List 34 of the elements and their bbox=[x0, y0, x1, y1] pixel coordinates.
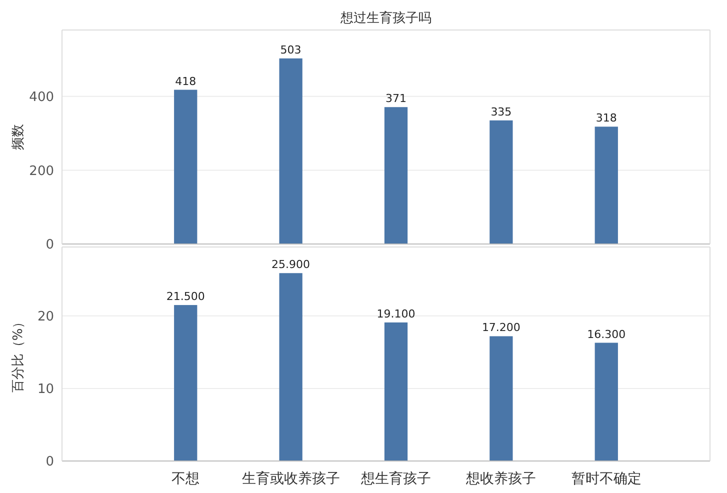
bar bbox=[384, 322, 408, 461]
y-tick-label: 10 bbox=[37, 382, 54, 398]
data-label: 17.200 bbox=[482, 321, 520, 334]
y-tick-label: 200 bbox=[29, 164, 54, 179]
x-tick-label: 生育或收养孩子 bbox=[242, 470, 340, 487]
x-tick-label: 想收养孩子 bbox=[465, 471, 536, 487]
y-tick-label: 0 bbox=[46, 454, 54, 470]
bar bbox=[384, 107, 408, 244]
bar bbox=[490, 336, 513, 461]
data-label: 16.300 bbox=[587, 328, 626, 341]
y-axis-title: 百分比（%） bbox=[11, 315, 26, 393]
data-label: 371 bbox=[386, 92, 406, 106]
y-axis-title: 频数 bbox=[11, 124, 26, 150]
x-tick-label: 暂时不确定 bbox=[571, 471, 642, 487]
bar bbox=[594, 126, 618, 244]
data-label: 335 bbox=[490, 105, 512, 118]
bar bbox=[490, 120, 513, 244]
y-tick-label: 0 bbox=[46, 238, 54, 253]
bar bbox=[594, 342, 618, 461]
chart-title: 想过生育孩子吗 bbox=[340, 10, 432, 26]
x-tick-label: 想生育孩子 bbox=[360, 470, 431, 487]
data-label: 21.500 bbox=[166, 290, 205, 304]
data-label: 503 bbox=[280, 43, 302, 56]
data-label: 418 bbox=[175, 74, 196, 88]
data-label: 25.900 bbox=[272, 258, 310, 272]
bar bbox=[174, 305, 198, 461]
y-tick-label: 20 bbox=[37, 309, 54, 324]
bar bbox=[279, 273, 302, 461]
y-tick-label: 400 bbox=[29, 90, 54, 105]
data-label: 19.100 bbox=[376, 307, 416, 320]
data-label: 318 bbox=[596, 112, 617, 125]
bar bbox=[279, 58, 302, 244]
x-tick-label: 不想 bbox=[172, 471, 200, 487]
bar bbox=[174, 90, 198, 244]
